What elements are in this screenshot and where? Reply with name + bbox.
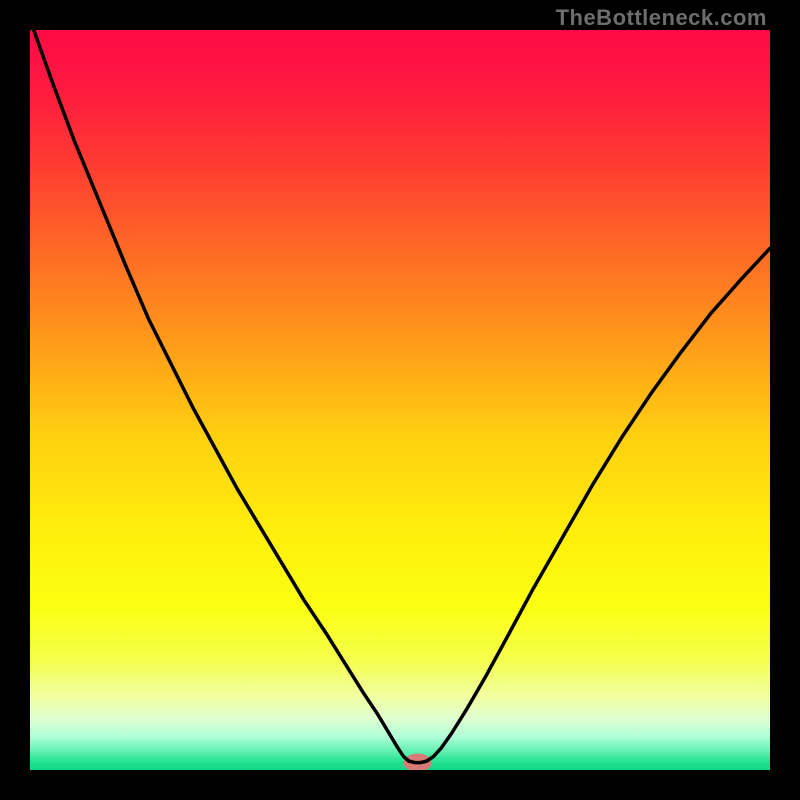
curve-layer	[30, 30, 770, 770]
watermark-text: TheBottleneck.com	[556, 5, 767, 31]
chart-container: TheBottleneck.com	[0, 0, 800, 800]
plot-area	[30, 30, 770, 770]
bottleneck-curve	[34, 30, 770, 763]
